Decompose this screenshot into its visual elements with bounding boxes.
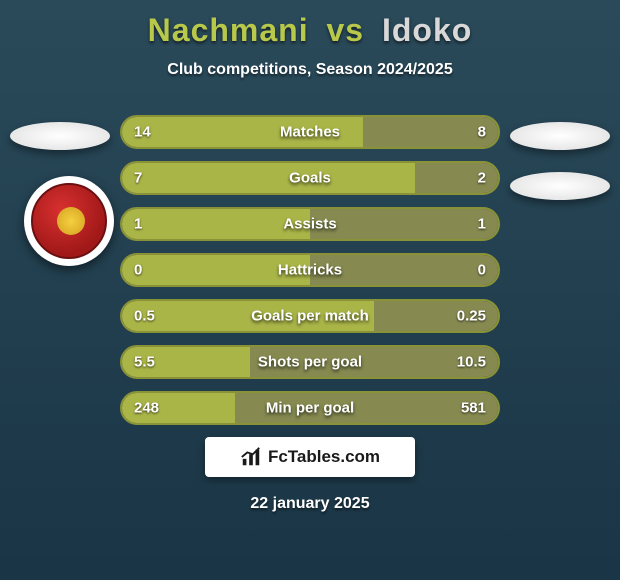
player-right-name: Idoko bbox=[382, 12, 472, 48]
stat-row: 248 581 Min per goal bbox=[120, 391, 500, 425]
stat-row: 0 0 Hattricks bbox=[120, 253, 500, 287]
stat-value-left: 14 bbox=[134, 124, 151, 141]
stat-value-right: 0.25 bbox=[457, 308, 486, 325]
stat-value-right: 8 bbox=[478, 124, 486, 141]
stat-value-right: 2 bbox=[478, 170, 486, 187]
stat-row: 5.5 10.5 Shots per goal bbox=[120, 345, 500, 379]
player-left-name: Nachmani bbox=[148, 12, 309, 48]
stat-value-left: 5.5 bbox=[134, 354, 155, 371]
decorative-ellipse-bottom-right bbox=[510, 172, 610, 200]
stat-bar-right bbox=[310, 209, 498, 239]
stat-label: Hattricks bbox=[278, 262, 342, 279]
stat-value-left: 0.5 bbox=[134, 308, 155, 325]
brand-box[interactable]: FcTables.com bbox=[205, 437, 415, 477]
decorative-ellipse-left bbox=[10, 122, 110, 150]
club-badge bbox=[24, 176, 114, 266]
stat-label: Goals bbox=[289, 170, 331, 187]
stat-label: Shots per goal bbox=[258, 354, 362, 371]
stat-label: Matches bbox=[280, 124, 340, 141]
stat-label: Assists bbox=[283, 216, 336, 233]
decorative-ellipse-top-right bbox=[510, 122, 610, 150]
stat-value-right: 581 bbox=[461, 400, 486, 417]
club-badge-inner bbox=[31, 183, 107, 259]
stat-value-right: 0 bbox=[478, 262, 486, 279]
stat-value-right: 10.5 bbox=[457, 354, 486, 371]
stats-container: 14 8 Matches 7 2 Goals 1 1 Assists 0 0 Hattricks 0.5… bbox=[120, 115, 500, 425]
stat-row: 1 1 Assists bbox=[120, 207, 500, 241]
stat-value-left: 0 bbox=[134, 262, 142, 279]
stat-value-left: 7 bbox=[134, 170, 142, 187]
vs-text: vs bbox=[327, 12, 365, 48]
comparison-title: Nachmani vs Idoko bbox=[0, 0, 620, 49]
stat-row: 7 2 Goals bbox=[120, 161, 500, 195]
brand-chart-icon bbox=[240, 446, 262, 468]
stat-row: 0.5 0.25 Goals per match bbox=[120, 299, 500, 333]
stat-bar-left bbox=[122, 209, 310, 239]
brand-text: FcTables.com bbox=[268, 447, 380, 467]
stat-label: Min per goal bbox=[266, 400, 354, 417]
stat-value-left: 1 bbox=[134, 216, 142, 233]
stat-bar-left bbox=[122, 163, 415, 193]
date-text: 22 january 2025 bbox=[0, 495, 620, 513]
stat-value-left: 248 bbox=[134, 400, 159, 417]
stat-row: 14 8 Matches bbox=[120, 115, 500, 149]
subtitle: Club competitions, Season 2024/2025 bbox=[0, 61, 620, 79]
stat-value-right: 1 bbox=[478, 216, 486, 233]
stat-label: Goals per match bbox=[251, 308, 369, 325]
